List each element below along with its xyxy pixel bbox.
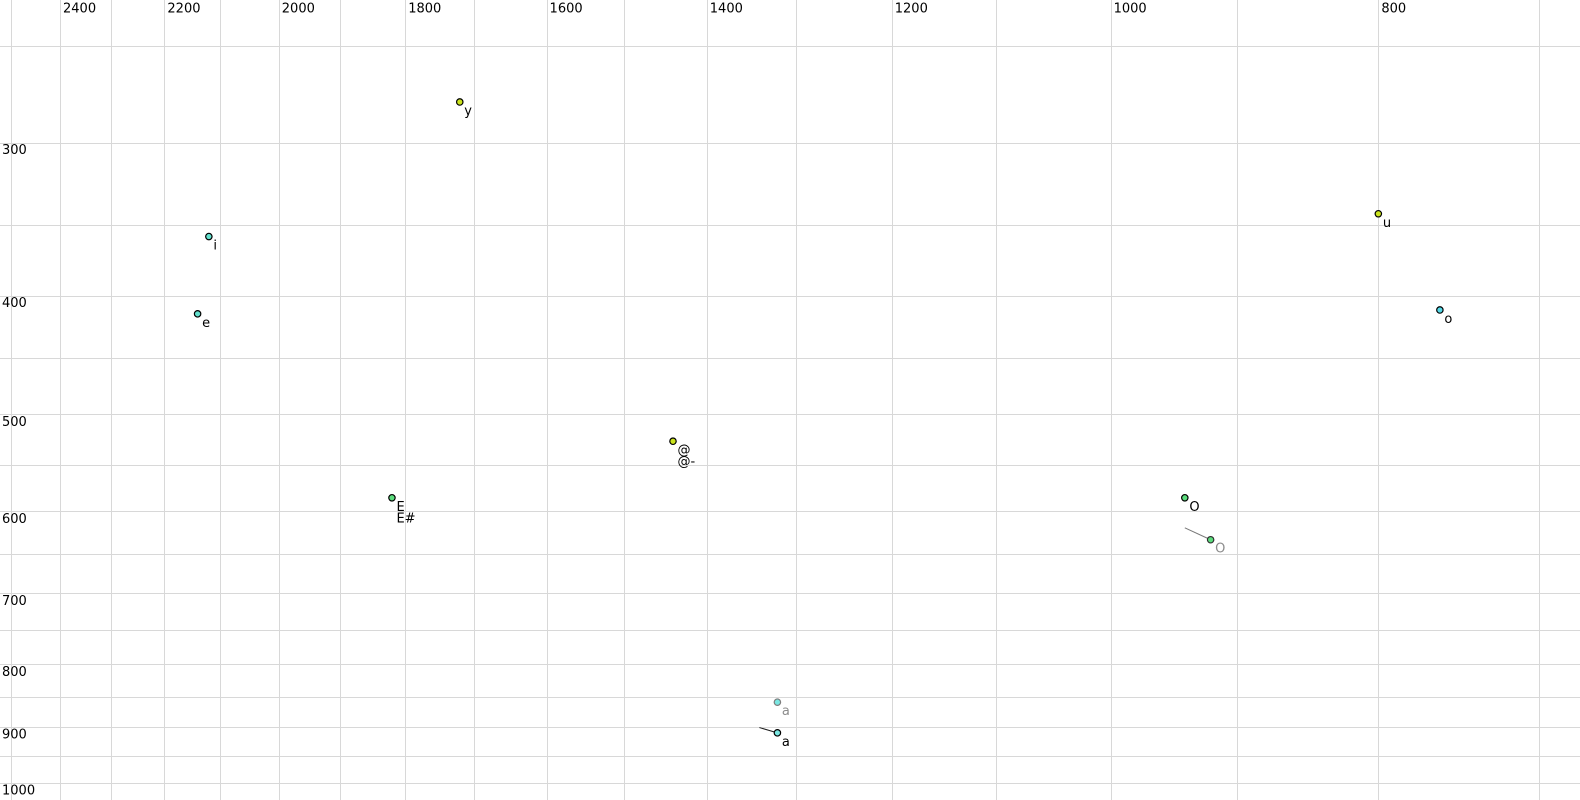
y-axis-tick-label: 700 — [2, 594, 27, 609]
y-axis-tick-label: 500 — [2, 415, 27, 430]
vowel-point-label: O — [1215, 542, 1225, 557]
x-axis-tick-label: 1200 — [895, 2, 928, 17]
vowel-point-label: a — [782, 704, 790, 719]
vowel-marker[interactable] — [388, 493, 396, 502]
vowel-marker[interactable] — [455, 98, 464, 106]
vowel-marker[interactable] — [1436, 306, 1444, 314]
vowel-marker[interactable] — [193, 310, 202, 318]
vowel-marker[interactable] — [205, 232, 213, 241]
vowel-marker[interactable] — [1206, 535, 1215, 544]
vowel-point-label: E — [396, 500, 404, 515]
vowel-point-label: E# — [396, 511, 415, 526]
vowel-marker[interactable] — [1374, 209, 1383, 218]
x-axis-tick-label: 2200 — [167, 2, 200, 17]
vowel-point-label: e — [202, 316, 210, 331]
vowel-point-label: @ — [677, 443, 690, 458]
x-axis-tick-label: 1000 — [1114, 2, 1147, 17]
vowel-marker[interactable] — [1181, 493, 1189, 502]
x-axis-tick-label: 1800 — [408, 2, 441, 17]
vowel-point-label: i — [213, 239, 217, 254]
vowel-marker[interactable] — [773, 698, 782, 706]
y-axis-tick-label: 1000 — [2, 784, 35, 799]
vowel-point-label: a — [782, 735, 790, 750]
y-axis-tick-label: 900 — [2, 727, 27, 742]
vowel-point-label: u — [1383, 216, 1391, 231]
vowel-point-label: y — [464, 104, 472, 119]
vowel-trajectory-tail — [1184, 527, 1211, 541]
y-axis-tick-label: 300 — [2, 143, 27, 158]
vowel-point-label: O — [1189, 500, 1199, 515]
x-axis-tick-label: 1600 — [550, 2, 583, 17]
x-axis-tick-label: 2000 — [282, 2, 315, 17]
vowel-marker[interactable] — [773, 729, 782, 737]
vowel-point-label: o — [1444, 312, 1452, 327]
x-axis-tick-label: 1400 — [710, 2, 743, 17]
vowel-marker[interactable] — [669, 437, 677, 446]
y-axis-tick-label: 600 — [2, 512, 27, 527]
y-axis-tick-label: 400 — [2, 296, 27, 311]
vowel-point-label: @- — [677, 455, 695, 470]
x-axis-tick-label: 800 — [1381, 2, 1406, 17]
y-axis-tick-label: 800 — [2, 665, 27, 680]
x-axis-tick-label: 2400 — [63, 2, 96, 17]
